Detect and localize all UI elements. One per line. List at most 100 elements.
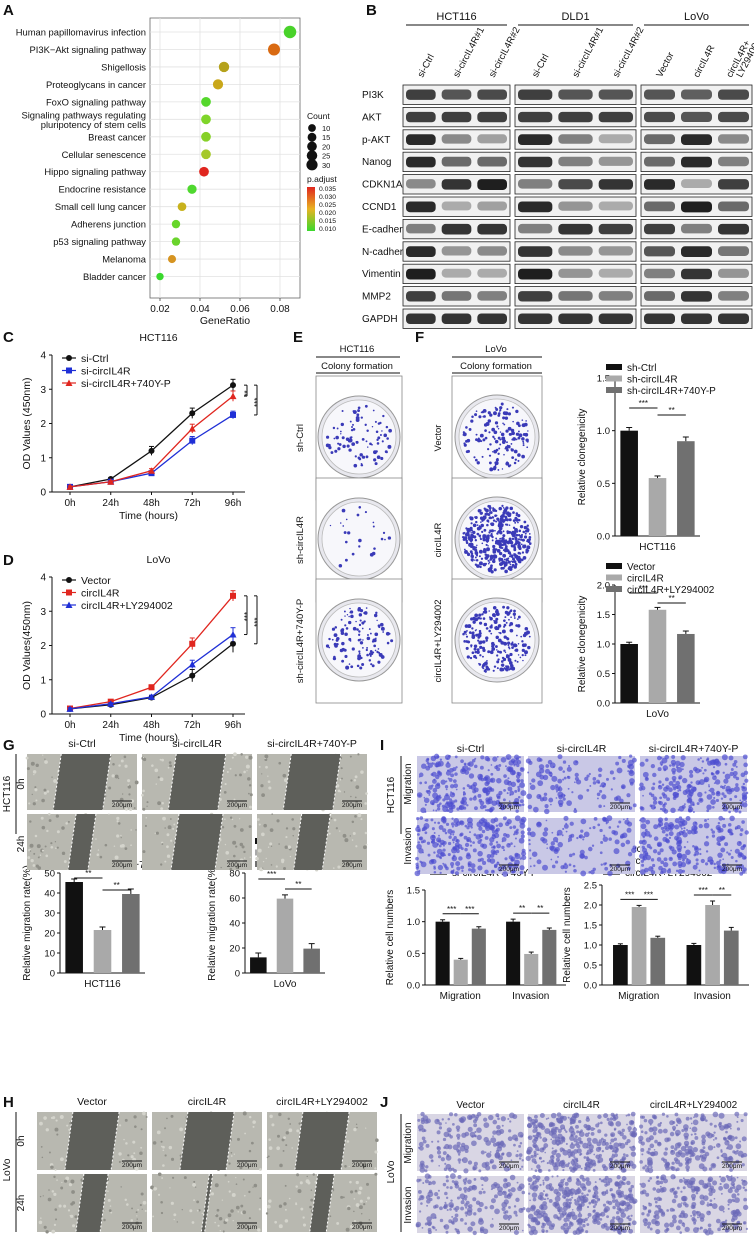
colony-dish-f-colony	[516, 421, 520, 426]
transwell-i-cell	[487, 798, 493, 805]
colony-dish-f-colony	[497, 650, 500, 653]
colony-dish-f-colony	[496, 425, 499, 428]
transwell-i-cell	[454, 772, 458, 776]
colony-dish-f-colony	[500, 664, 503, 666]
transwell-j-cell	[528, 1183, 531, 1186]
panel-label-h: H	[3, 1094, 14, 1111]
transwell-j-cell	[564, 1129, 567, 1132]
scratch-h-texture	[309, 1205, 312, 1209]
transwell-j-cell	[685, 1165, 690, 1170]
transwell-i-cell	[471, 758, 476, 763]
transwell-j-cell	[467, 1126, 473, 1132]
transwell-j-cell	[618, 1142, 622, 1147]
scratch-h-texture	[350, 1190, 354, 1194]
transwell-j-cell	[457, 1145, 461, 1148]
colony-dish-f-colony	[497, 436, 501, 440]
scratch-h-texture	[181, 1208, 183, 1211]
transwell-col-label: si-circIL4R+740Y-P	[649, 743, 739, 755]
colony-dish-f-colony	[510, 443, 513, 445]
transwell-i-cell	[422, 839, 426, 843]
transwell-j-cell	[419, 1146, 424, 1151]
scratch-g-texture	[284, 778, 288, 783]
scratch-h-texture	[156, 1130, 161, 1135]
transwell-i-cell	[588, 772, 591, 776]
transwell-i-cell	[659, 807, 663, 811]
transwell-i-cell	[732, 762, 737, 767]
bar-i1-bar	[524, 953, 539, 985]
transwell-i-cell	[430, 818, 434, 822]
transwell-j-cell	[516, 1150, 519, 1153]
scratch-h-texture	[364, 1228, 368, 1231]
transwell-i-cell	[529, 865, 532, 868]
transwell-i-cell	[433, 866, 437, 870]
transwell-i-cell	[556, 833, 560, 836]
transwell-i-cell	[453, 783, 459, 789]
colony-dish-e-colony	[358, 633, 361, 636]
transwell-j-cell	[727, 1135, 731, 1140]
bar-f1-legend-swatch	[606, 375, 622, 382]
transwell-i-cell	[460, 832, 464, 837]
colony-dish-e-colony	[344, 632, 348, 637]
colony-dish-f-colony	[488, 454, 492, 457]
transwell-j-cell	[443, 1131, 450, 1138]
scratch-h-scratch-edge	[294, 1111, 304, 1171]
bar-i1-ytick-label: 1.0	[407, 917, 420, 928]
colony-dish-f-colony	[500, 406, 503, 409]
transwell-i-cell	[563, 794, 566, 797]
colony-dish-f-colony	[491, 516, 494, 519]
colony-dish-f-colony	[486, 534, 490, 538]
scratch-g-texture	[142, 756, 145, 759]
colony-dish-f-colony	[466, 552, 471, 557]
transwell-i-cell	[459, 820, 465, 826]
scratch-h-texture	[67, 1209, 71, 1212]
colony-dish-f-colony	[524, 626, 529, 631]
colony-dish-f-colony	[502, 530, 505, 533]
scratch-h-texture	[288, 1197, 291, 1200]
transwell-i-cell	[596, 797, 599, 800]
colony-dish-f-colony	[487, 448, 490, 451]
scratch-h-texture	[170, 1201, 174, 1205]
scratch-g-texture	[35, 799, 38, 802]
colony-dish-f-colony	[493, 437, 496, 440]
transwell-i-cell	[677, 856, 682, 861]
transwell-j-cell	[532, 1129, 537, 1134]
scratch-h-scratch-gap	[294, 1112, 350, 1170]
transwell-i-cell	[736, 824, 741, 830]
blot-band	[406, 89, 436, 100]
transwell-j-cell	[451, 1215, 454, 1218]
transwell-i-cell	[563, 776, 567, 780]
colony-dish-f-colony	[505, 621, 508, 624]
transwell-j-cell	[689, 1127, 692, 1130]
colony-dish-f-colony	[474, 613, 479, 618]
bar-g1-ytick-label: 40	[44, 889, 55, 900]
scratch-h-texture	[214, 1221, 216, 1224]
scratch-g-texture	[146, 801, 149, 804]
bar-g2-ylabel: Relative migration rate(%)	[207, 865, 218, 981]
scratch-g-texture	[121, 793, 124, 795]
colony-dish-f-colony	[511, 537, 515, 541]
transwell-j-cell	[643, 1118, 648, 1123]
transwell-i-cell	[727, 852, 731, 856]
transwell-j-cell	[630, 1184, 634, 1189]
transwell-j-cell	[496, 1124, 501, 1130]
scratch-h-texture	[109, 1205, 112, 1207]
scratch-h-texture	[274, 1220, 278, 1224]
transwell-i-cell	[426, 841, 431, 845]
transwell-j-cell	[535, 1136, 539, 1140]
legend-padj-value: 0.035	[319, 186, 336, 193]
colony-dish-f-colony	[479, 511, 483, 515]
transwell-j-cell	[742, 1152, 748, 1158]
colony-dish-f-colony	[491, 647, 496, 651]
transwell-j-cell	[550, 1112, 557, 1119]
transwell-i-cell	[652, 772, 657, 778]
colony-dish-f-colony	[485, 543, 488, 546]
transwell-j-cell	[479, 1226, 485, 1232]
scratch-g-texture	[224, 818, 226, 820]
transwell-j-cell	[456, 1196, 461, 1200]
transwell-i-cell	[439, 871, 442, 874]
transwell-j-cell	[459, 1145, 466, 1152]
scratch-h-texture	[54, 1127, 59, 1132]
transwell-i-cell	[584, 776, 589, 781]
transwell-i-cell	[609, 770, 614, 775]
scratch-g-texture	[270, 845, 273, 847]
